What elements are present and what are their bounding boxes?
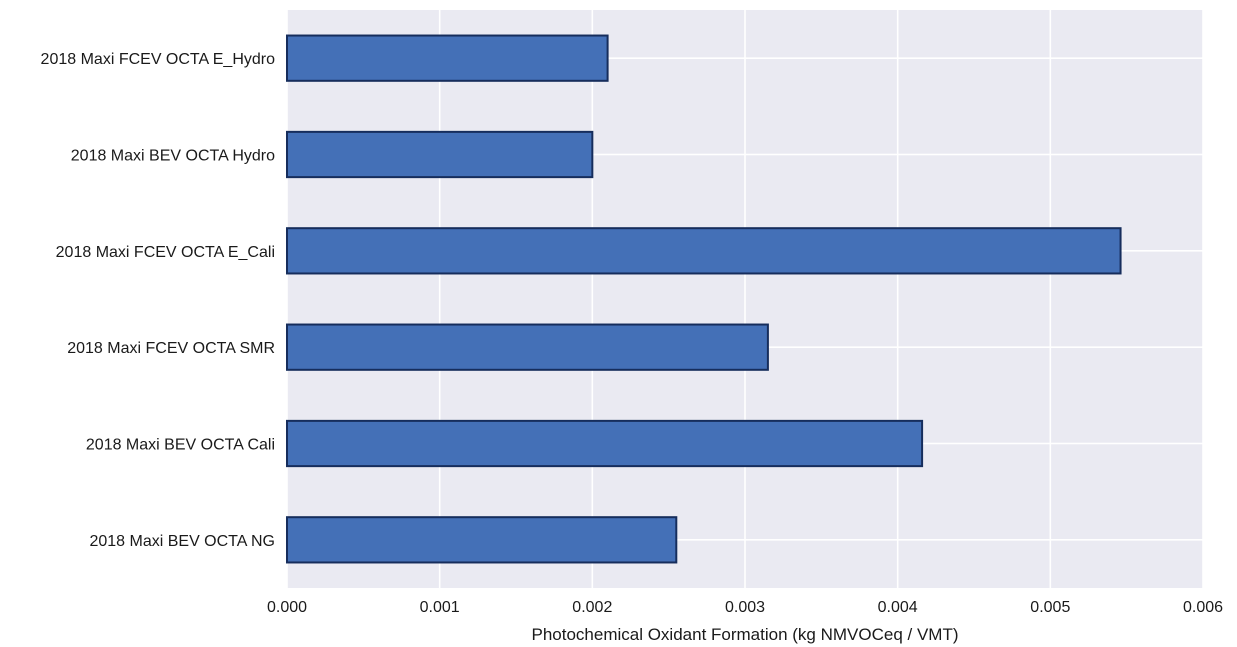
x-axis-label: Photochemical Oxidant Formation (kg NMVO…	[531, 625, 958, 644]
bar	[286, 227, 1122, 275]
bar	[286, 130, 594, 179]
y-tick-label: 2018 Maxi FCEV OCTA E_Hydro	[41, 51, 276, 68]
y-tick-label: 2018 Maxi BEV OCTA NG	[89, 533, 275, 550]
x-tick-label: 0.003	[725, 599, 765, 616]
x-tick-label: 0.004	[878, 599, 918, 616]
bar	[286, 516, 678, 564]
y-tick-labels: 2018 Maxi FCEV OCTA E_Hydro 2018 Maxi BEV…	[41, 51, 276, 550]
bar	[286, 323, 769, 371]
bar	[286, 34, 609, 82]
bar	[286, 419, 924, 468]
x-tick-label: 0.001	[420, 599, 460, 616]
x-tick-label: 0.006	[1183, 599, 1223, 616]
x-tick-label: 0.002	[572, 599, 612, 616]
y-tick-label: 2018 Maxi BEV OCTA Hydro	[71, 148, 275, 165]
x-tick-labels: 0.000 0.001 0.002 0.003 0.004 0.005 0.006	[267, 599, 1223, 616]
y-tick-label: 2018 Maxi BEV OCTA Cali	[86, 437, 275, 454]
x-tick-label: 0.005	[1030, 599, 1070, 616]
x-tick-label: 0.000	[267, 599, 307, 616]
y-tick-label: 2018 Maxi FCEV OCTA SMR	[67, 340, 275, 357]
bars	[286, 34, 1122, 564]
y-tick-label: 2018 Maxi FCEV OCTA E_Cali	[56, 244, 275, 261]
